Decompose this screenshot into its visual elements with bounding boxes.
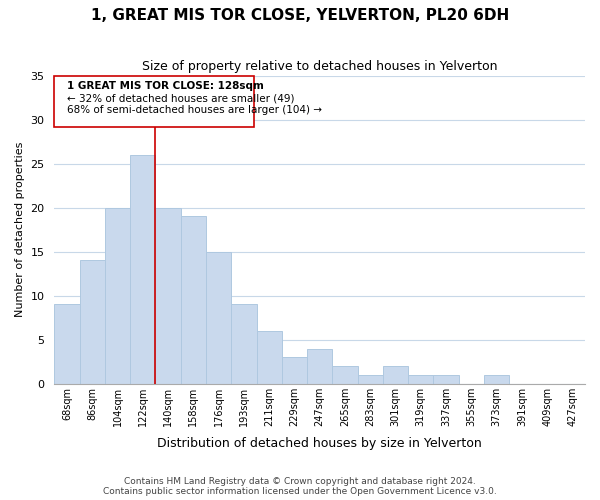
Bar	[307, 348, 332, 384]
Bar	[181, 216, 206, 384]
Text: ← 32% of detached houses are smaller (49): ← 32% of detached houses are smaller (49…	[67, 93, 295, 103]
Bar	[55, 304, 80, 384]
Bar	[231, 304, 257, 384]
Text: 1, GREAT MIS TOR CLOSE, YELVERTON, PL20 6DH: 1, GREAT MIS TOR CLOSE, YELVERTON, PL20 …	[91, 8, 509, 22]
Bar	[332, 366, 358, 384]
Bar	[105, 208, 130, 384]
Bar	[257, 331, 282, 384]
Bar	[484, 375, 509, 384]
Text: Contains HM Land Registry data © Crown copyright and database right 2024.: Contains HM Land Registry data © Crown c…	[124, 476, 476, 486]
Bar	[206, 252, 231, 384]
Title: Size of property relative to detached houses in Yelverton: Size of property relative to detached ho…	[142, 60, 497, 73]
Y-axis label: Number of detached properties: Number of detached properties	[15, 142, 25, 318]
Bar	[383, 366, 408, 384]
Bar	[55, 76, 254, 126]
Bar	[80, 260, 105, 384]
Bar	[358, 375, 383, 384]
Bar	[408, 375, 433, 384]
X-axis label: Distribution of detached houses by size in Yelverton: Distribution of detached houses by size …	[157, 437, 482, 450]
Text: 1 GREAT MIS TOR CLOSE: 128sqm: 1 GREAT MIS TOR CLOSE: 128sqm	[67, 81, 264, 91]
Bar	[130, 155, 155, 384]
Bar	[433, 375, 458, 384]
Text: Contains public sector information licensed under the Open Government Licence v3: Contains public sector information licen…	[103, 486, 497, 496]
Bar	[282, 358, 307, 384]
Bar	[155, 208, 181, 384]
Text: 68% of semi-detached houses are larger (104) →: 68% of semi-detached houses are larger (…	[67, 106, 322, 116]
